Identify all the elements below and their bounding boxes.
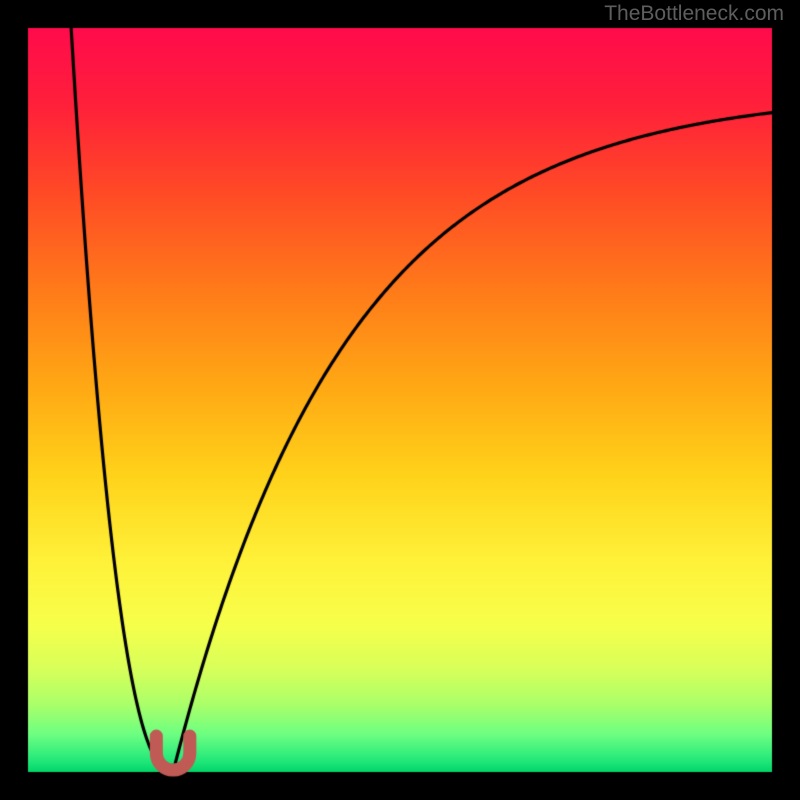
watermark-text: TheBottleneck.com bbox=[604, 2, 784, 26]
bottleneck-chart bbox=[0, 0, 800, 800]
